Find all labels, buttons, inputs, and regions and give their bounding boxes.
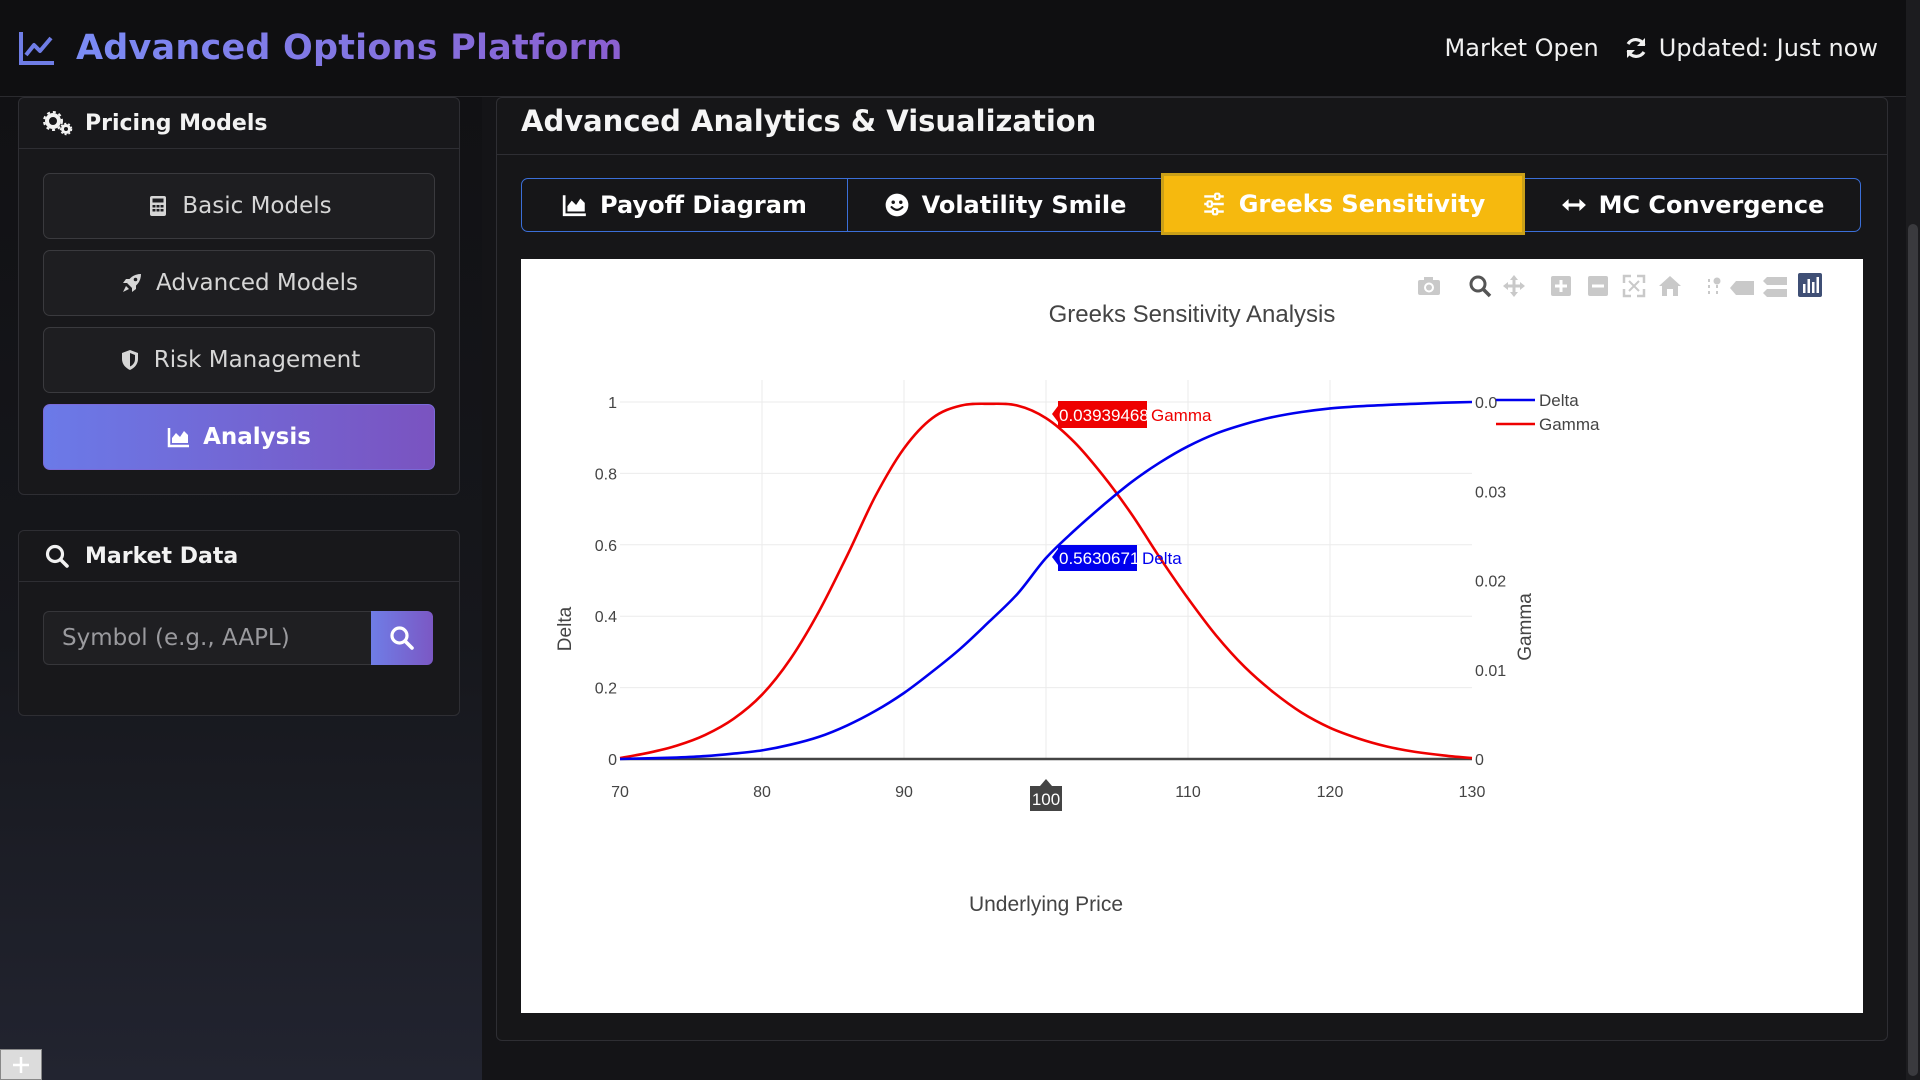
sidebar-item-label: Risk Management bbox=[154, 347, 361, 373]
market-status: Market Open bbox=[1445, 34, 1599, 62]
market-data-title: Market Data bbox=[19, 531, 459, 582]
line-chart-icon bbox=[18, 29, 56, 67]
sidebar-item-label: Advanced Models bbox=[156, 270, 358, 296]
hover-closest-icon[interactable] bbox=[1730, 281, 1754, 295]
y-tick-label: 0.2 bbox=[595, 681, 617, 698]
x-tick-label: 110 bbox=[1175, 784, 1201, 801]
shield-icon bbox=[118, 348, 142, 372]
tab-label: MC Convergence bbox=[1599, 191, 1825, 219]
tab-payoff-diagram[interactable]: Payoff Diagram bbox=[522, 179, 848, 231]
sidebar-item-risk-management[interactable]: Risk Management bbox=[43, 327, 435, 393]
gamma-hover-label: 0.03939468 Gamma bbox=[1052, 401, 1212, 428]
page-scrollbar[interactable] bbox=[1906, 0, 1920, 1080]
chart-title: Greeks Sensitivity Analysis bbox=[1049, 301, 1336, 328]
chart-legend[interactable]: Delta Gamma bbox=[1496, 391, 1600, 434]
app-title: Advanced Options Platform bbox=[76, 28, 623, 68]
y-tick-label: 0.4 bbox=[595, 609, 617, 626]
sidebar-item-label: Analysis bbox=[203, 424, 311, 450]
pricing-models-panel: Pricing Models Basic Models Advanced Mod… bbox=[18, 97, 460, 495]
smile-icon bbox=[884, 192, 910, 218]
sidebar-item-basic-models[interactable]: Basic Models bbox=[43, 173, 435, 239]
x-tick-label: 120 bbox=[1317, 784, 1344, 801]
refresh-icon[interactable] bbox=[1623, 35, 1649, 61]
camera-icon[interactable] bbox=[1418, 277, 1440, 295]
app-header: Advanced Options Platform Market Open Up… bbox=[0, 0, 1906, 97]
expand-corner-button[interactable] bbox=[0, 1049, 42, 1080]
divider bbox=[497, 154, 1887, 155]
chart-axes: 70 80 90 110 120 130 0 0.2 0.4 0.6 0.8 1 0 0.01 0.02 0.… bbox=[595, 395, 1506, 801]
search-button[interactable] bbox=[371, 611, 433, 665]
sidebar-item-label: Basic Models bbox=[182, 193, 331, 219]
market-data-label: Market Data bbox=[85, 544, 238, 569]
x-tick-label: 70 bbox=[611, 784, 629, 801]
y-axis-title: Delta bbox=[555, 606, 576, 651]
analytics-panel: Advanced Analytics & Visualization Payof… bbox=[496, 97, 1888, 1041]
x-tick-label: 90 bbox=[895, 784, 913, 801]
x-hover-label: 100 bbox=[1030, 779, 1062, 811]
delta-hover-series: Delta bbox=[1142, 549, 1182, 568]
rocket-icon bbox=[120, 271, 144, 295]
y2-tick-label: 0.03 bbox=[1475, 484, 1506, 501]
y2-tick-label: 0.02 bbox=[1475, 574, 1506, 591]
delta-hover-label: 0.5630671 Delta bbox=[1052, 545, 1182, 571]
tab-label: Volatility Smile bbox=[922, 191, 1127, 219]
gears-icon bbox=[43, 110, 73, 136]
chart-grid bbox=[620, 380, 1472, 759]
delta-hover-value: 0.5630671 bbox=[1059, 549, 1139, 568]
gamma-hover-value: 0.03939468 bbox=[1059, 406, 1149, 425]
zoom-icon[interactable] bbox=[1471, 277, 1490, 296]
gamma-hover-series: Gamma bbox=[1151, 406, 1212, 425]
y2-axis-title: Gamma bbox=[1515, 593, 1536, 661]
tab-greeks-sensitivity[interactable]: Greeks Sensitivity bbox=[1161, 173, 1525, 235]
brand[interactable]: Advanced Options Platform bbox=[18, 28, 623, 68]
chart-modebar bbox=[1418, 273, 1822, 297]
legend-item-gamma[interactable]: Gamma bbox=[1539, 415, 1600, 434]
y2-tick-label: 0 bbox=[1475, 752, 1484, 769]
symbol-input[interactable] bbox=[43, 611, 371, 665]
y-tick-label: 0.6 bbox=[595, 538, 617, 555]
chart-canvas[interactable]: Greeks Sensitivity Analysis 70 80 90 110 120… bbox=[521, 259, 1863, 1013]
zoom-out-icon[interactable] bbox=[1588, 276, 1608, 296]
x-hover-value: 100 bbox=[1032, 790, 1060, 809]
x-tick-label: 130 bbox=[1459, 784, 1486, 801]
pricing-models-title: Pricing Models bbox=[19, 98, 459, 149]
legend-item-delta[interactable]: Delta bbox=[1539, 391, 1579, 410]
y-tick-label: 0.8 bbox=[595, 466, 617, 483]
reset-axes-icon[interactable] bbox=[1659, 276, 1681, 296]
zoom-in-icon[interactable] bbox=[1551, 276, 1571, 296]
search-icon bbox=[388, 624, 416, 652]
pricing-models-label: Pricing Models bbox=[85, 111, 267, 136]
y-tick-label: 0 bbox=[608, 752, 617, 769]
y2-tick-label: 0.0 bbox=[1475, 395, 1497, 412]
market-data-panel: Market Data bbox=[18, 530, 460, 716]
area-chart-icon bbox=[562, 192, 588, 218]
tab-label: Greeks Sensitivity bbox=[1239, 190, 1486, 218]
area-chart-icon bbox=[167, 425, 191, 449]
calculator-icon bbox=[146, 194, 170, 218]
tab-mc-convergence[interactable]: MC Convergence bbox=[1525, 179, 1860, 231]
tab-bar: Payoff Diagram Volatility Smile Greeks S… bbox=[521, 178, 1861, 232]
tab-label: Payoff Diagram bbox=[600, 191, 807, 219]
scrollbar-thumb[interactable] bbox=[1908, 224, 1918, 1076]
greeks-chart[interactable]: Greeks Sensitivity Analysis 70 80 90 110 120… bbox=[521, 259, 1863, 1013]
x-axis-title: Underlying Price bbox=[969, 893, 1123, 916]
x-tick-label: 80 bbox=[753, 784, 771, 801]
pan-icon[interactable] bbox=[1503, 275, 1525, 297]
hover-compare-icon[interactable] bbox=[1763, 277, 1787, 297]
plotly-logo-icon[interactable] bbox=[1798, 273, 1822, 297]
y2-tick-label: 0.01 bbox=[1475, 663, 1506, 680]
tab-volatility-smile[interactable]: Volatility Smile bbox=[847, 179, 1163, 231]
autoscale-icon[interactable] bbox=[1624, 276, 1644, 296]
sidebar-item-advanced-models[interactable]: Advanced Models bbox=[43, 250, 435, 316]
search-icon bbox=[43, 543, 73, 569]
plus-icon bbox=[10, 1054, 32, 1076]
y-tick-label: 1 bbox=[608, 395, 617, 412]
sliders-icon bbox=[1201, 191, 1227, 217]
sidebar-item-analysis[interactable]: Analysis bbox=[43, 404, 435, 470]
page-title: Advanced Analytics & Visualization bbox=[521, 104, 1096, 138]
last-updated: Updated: Just now bbox=[1659, 34, 1878, 62]
arrows-h-icon bbox=[1561, 192, 1587, 218]
spike-lines-icon[interactable] bbox=[1709, 278, 1721, 298]
